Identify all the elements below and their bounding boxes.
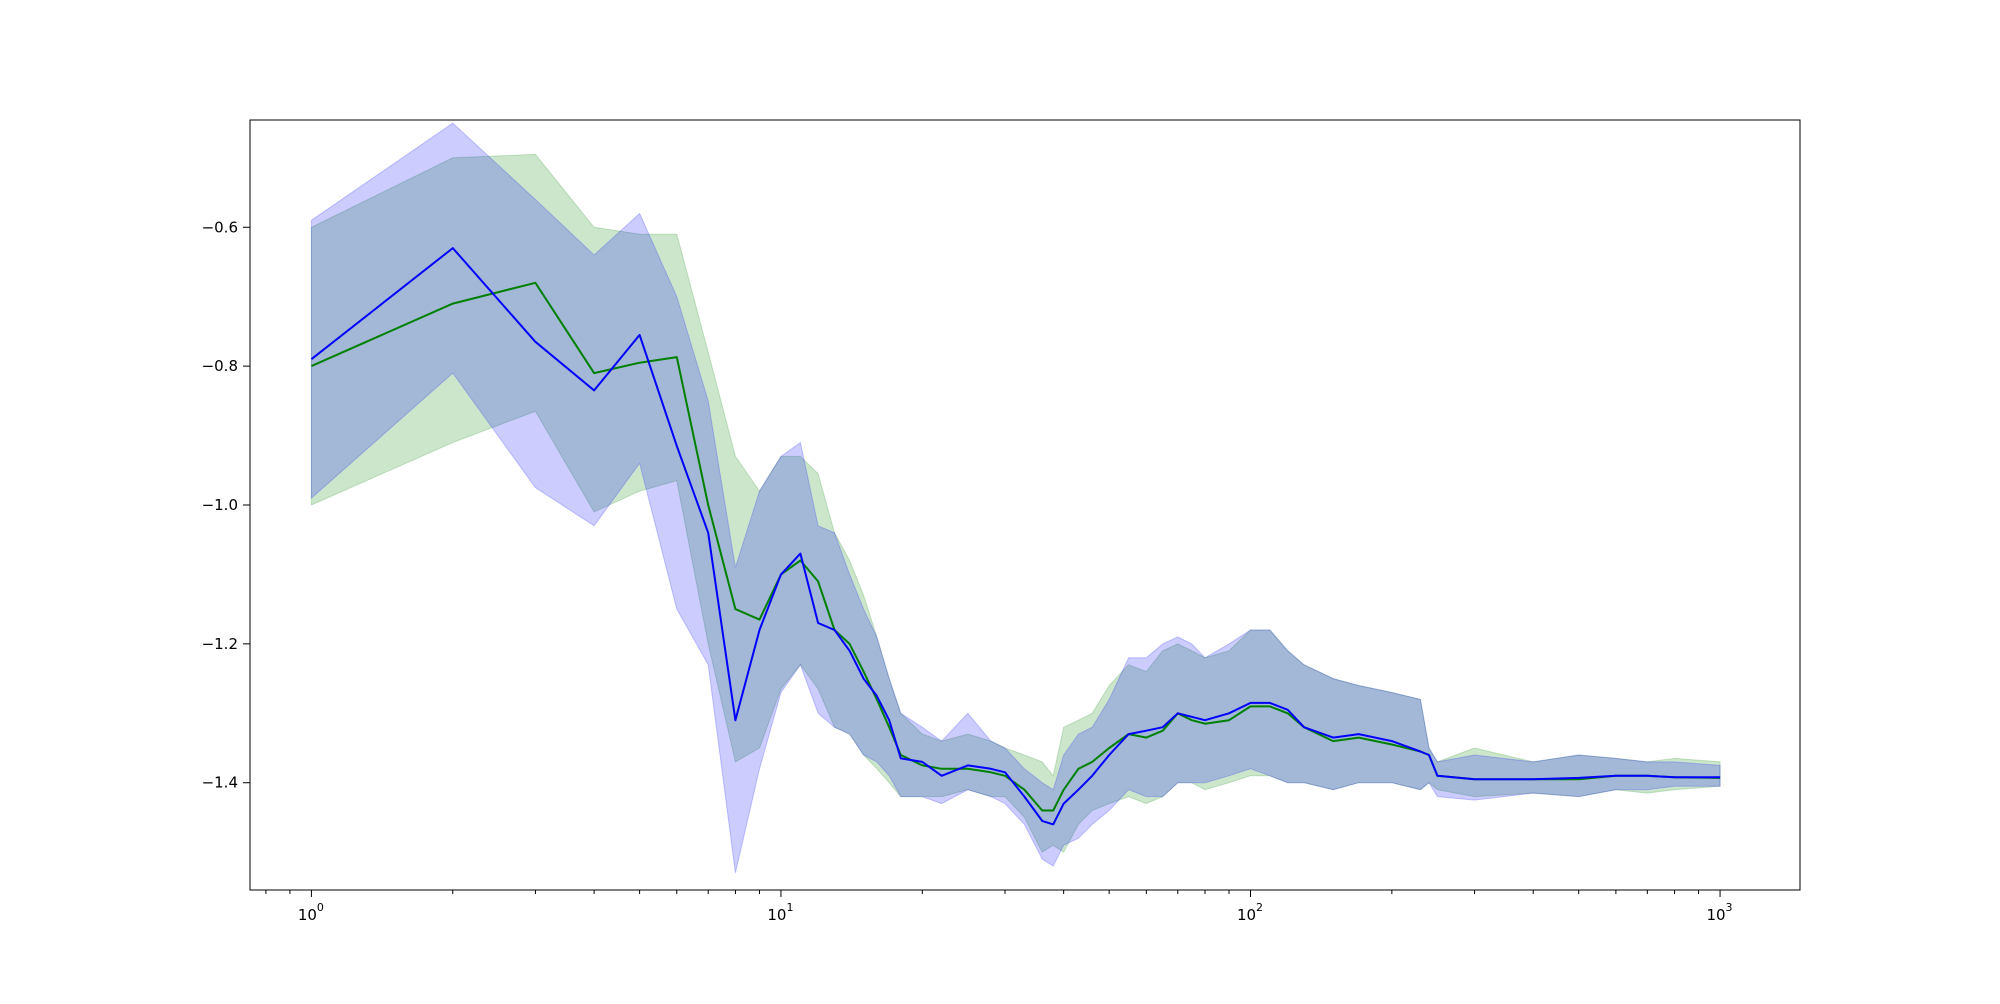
x-tick-label-base: 10 — [298, 906, 317, 924]
x-tick-label-exponent: 3 — [1726, 901, 1733, 914]
series-2-band — [310, 122, 1721, 874]
x-tick-label-exponent: 0 — [317, 901, 324, 914]
plot-background — [250, 120, 1800, 890]
x-tick-label-base: 10 — [767, 906, 786, 924]
axes: 10 0 10 1 10 2 10 3−0.6−0.8−1.0−1.2−1.4 — [202, 218, 1733, 924]
x-tick-label: 10 0 — [298, 901, 324, 924]
x-tick-label: 10 3 — [1707, 901, 1733, 924]
plot-frame — [249, 119, 1801, 891]
y-tick-label: −1.2 — [202, 635, 238, 653]
confidence-bands — [310, 122, 1721, 874]
x-tick-label-exponent: 1 — [786, 901, 793, 914]
x-tick-label-base: 10 — [1707, 906, 1726, 924]
series-2-line — [310, 247, 1721, 826]
x-tick-label: 10 1 — [767, 901, 793, 924]
series-lines — [310, 247, 1721, 826]
y-tick-label: −0.6 — [202, 218, 238, 236]
y-tick-label: −1.0 — [202, 496, 238, 514]
x-tick-label: 10 2 — [1237, 901, 1263, 924]
x-tick-label-exponent: 2 — [1256, 901, 1263, 914]
y-tick-label: −1.4 — [202, 774, 238, 792]
x-tick-label-base: 10 — [1237, 906, 1256, 924]
series-1-band — [310, 153, 1721, 853]
y-tick-label: −0.8 — [202, 357, 238, 375]
